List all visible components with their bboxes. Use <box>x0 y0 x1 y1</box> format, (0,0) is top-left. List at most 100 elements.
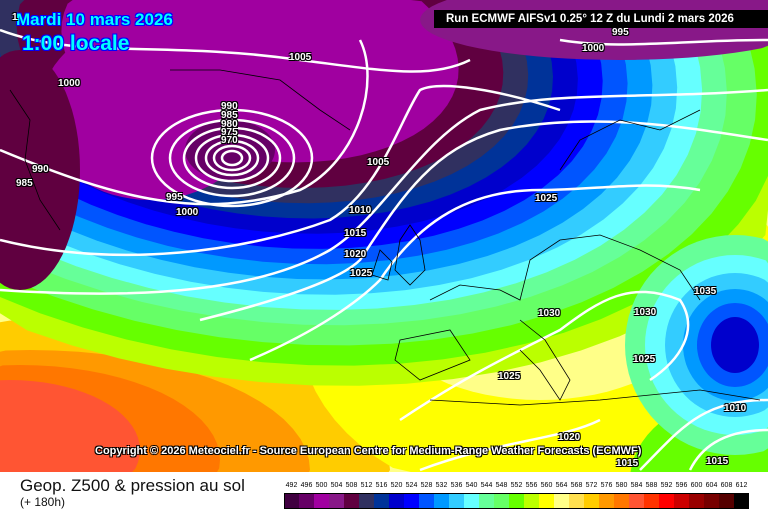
legend-label: 540 <box>465 482 478 489</box>
legend-swatch <box>479 493 494 509</box>
legend-label: 584 <box>630 482 643 489</box>
legend-label: 572 <box>585 482 598 489</box>
product-title: Geop. Z500 & pression au sol <box>20 476 245 495</box>
geopotential-field <box>0 0 768 472</box>
isobar-label: 1020 <box>558 432 581 443</box>
legend-swatch <box>449 493 464 509</box>
isobar <box>639 398 768 471</box>
legend-label: 600 <box>690 482 703 489</box>
isobar-label: 1005 <box>289 52 312 63</box>
isobar-label: 1015 <box>344 228 367 239</box>
coastline <box>394 224 426 286</box>
legend-label: 556 <box>525 482 538 489</box>
legend-swatch <box>689 493 704 509</box>
isobar-label: 1000 <box>582 43 605 54</box>
legend-swatch <box>554 493 569 509</box>
copyright: Copyright © 2026 Meteociel.fr - Source E… <box>95 445 642 457</box>
isobar <box>204 139 260 177</box>
legend-swatch <box>644 493 659 509</box>
coastline <box>429 389 761 406</box>
weather-map[interactable]: Mardi 10 mars 2026 1:00 locale Run ECMWF… <box>0 0 768 472</box>
legend-swatch <box>659 493 674 509</box>
isobar <box>199 120 768 322</box>
isobar <box>559 38 768 46</box>
coastline <box>170 69 351 131</box>
forecast-hour: (+ 180h) <box>20 495 66 509</box>
legend-swatch <box>434 493 449 509</box>
isobar-label: 995 <box>166 192 183 203</box>
isobar-label: 1010 <box>724 403 747 414</box>
legend-swatch <box>359 493 374 509</box>
legend-label: 528 <box>420 482 433 489</box>
isobar-label: 985 <box>16 178 33 189</box>
isobar-label: 1025 <box>350 268 373 279</box>
legend-swatch <box>329 493 344 509</box>
isobar-label: 1015 <box>706 456 729 467</box>
legend-label: 520 <box>390 482 403 489</box>
isobar <box>249 184 701 362</box>
isobar <box>399 290 690 422</box>
legend-swatch <box>344 493 359 509</box>
isobar-label: 1000 <box>176 207 199 218</box>
isobar <box>0 39 369 206</box>
legend-label: 544 <box>480 482 493 489</box>
legend-swatch <box>389 493 404 509</box>
isobar-label: 980 <box>221 119 238 130</box>
legend-swatch <box>629 493 644 509</box>
isobar <box>0 84 561 257</box>
coastline <box>371 249 393 281</box>
isobar-label: 1000 <box>58 78 81 89</box>
legend-swatch <box>524 493 539 509</box>
legend-label: 604 <box>705 482 718 489</box>
isobar-label: 975 <box>221 127 238 138</box>
legend-label: 580 <box>615 482 628 489</box>
isobar-label: 1005 <box>367 157 390 168</box>
legend-swatch <box>314 493 329 509</box>
legend-label: 512 <box>360 482 373 489</box>
coastline <box>429 234 701 301</box>
legend-swatch <box>284 493 299 509</box>
isobar <box>168 118 296 198</box>
isobar-label: 1025 <box>633 354 656 365</box>
isobar-label: 1020 <box>344 249 367 260</box>
coastline <box>394 329 471 381</box>
isobar-label: 985 <box>221 110 238 121</box>
legend-swatch <box>539 493 554 509</box>
isobar-label: 995 <box>612 27 629 38</box>
legend-swatch <box>494 493 509 509</box>
legend-label: 524 <box>405 482 418 489</box>
isobar-label: 1030 <box>538 308 561 319</box>
valid-time: 1:00 locale <box>22 32 130 55</box>
legend-label: 560 <box>540 482 553 489</box>
isobar-label: 1035 <box>694 286 717 297</box>
legend-swatch <box>404 493 419 509</box>
isobar <box>194 133 270 183</box>
legend-swatch <box>299 493 314 509</box>
legend-swatch <box>719 493 734 509</box>
isobar-label: 990 <box>32 164 49 175</box>
legend-label: 588 <box>645 482 658 489</box>
isobar-label: 970 <box>221 135 238 146</box>
coastline <box>9 89 61 231</box>
legend-label: 568 <box>570 482 583 489</box>
coastline <box>519 319 571 401</box>
legend-swatch <box>569 493 584 509</box>
legend-label: 508 <box>345 482 358 489</box>
legend-label: 564 <box>555 482 568 489</box>
isobar <box>419 418 601 472</box>
isobar-label: 1025 <box>535 193 558 204</box>
legend-label: 552 <box>510 482 523 489</box>
legend-label: 516 <box>375 482 388 489</box>
legend-swatch <box>734 493 749 509</box>
isobar <box>220 149 244 167</box>
isobar <box>182 126 282 190</box>
field-band <box>711 317 759 373</box>
legend-label: 500 <box>315 482 328 489</box>
valid-date: Mardi 10 mars 2026 <box>16 10 173 29</box>
legend-label: 596 <box>675 482 688 489</box>
isobar <box>0 28 471 73</box>
legend-swatch <box>614 493 629 509</box>
isobar <box>150 108 314 208</box>
isobar-label: 1025 <box>498 371 521 382</box>
legend-swatch <box>464 493 479 509</box>
